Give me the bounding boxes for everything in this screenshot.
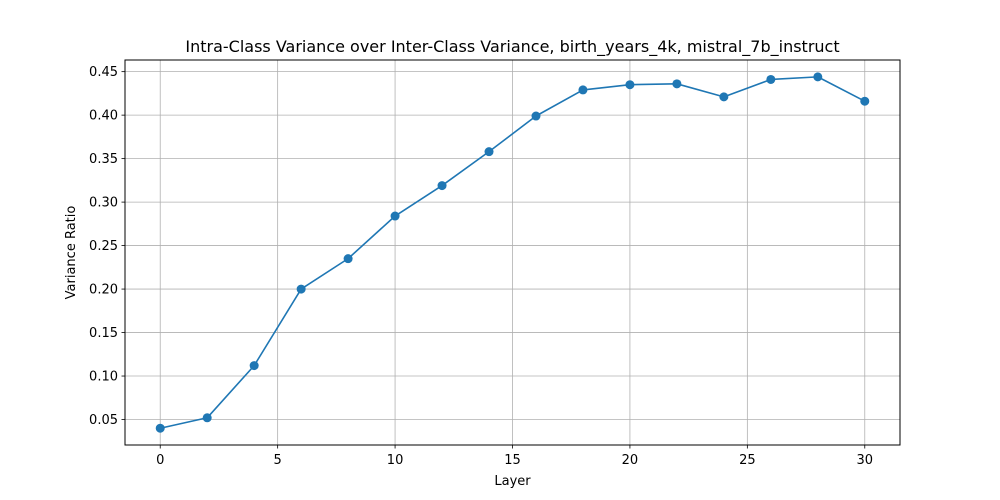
series-line: [160, 76, 866, 430]
data-point: [296, 284, 306, 294]
data-point: [249, 361, 259, 371]
data-point: [672, 79, 682, 89]
x-axis-label: Layer: [494, 474, 531, 489]
data-point: [813, 72, 823, 82]
y-tick-label: 0.15: [89, 326, 118, 341]
y-axis-label: Variance Ratio: [64, 206, 79, 300]
y-tick-label: 0.10: [89, 370, 118, 385]
data-point: [390, 211, 400, 221]
data-point: [343, 254, 353, 264]
grid: [125, 60, 900, 445]
x-tick-label: 15: [504, 453, 521, 468]
axis-ticks: 0 5 10 15 20 25 30 0.05 0.10 0.15 0.20 0.25 0.30 0.35…: [89, 65, 873, 468]
x-tick-label: 20: [622, 453, 639, 468]
data-point: [860, 96, 870, 106]
data-point: [155, 423, 165, 433]
x-tick-label: 5: [274, 453, 282, 468]
data-point: [437, 181, 447, 191]
y-tick-label: 0.40: [89, 109, 118, 124]
x-tick-label: 10: [387, 453, 404, 468]
y-tick-label: 0.05: [89, 413, 118, 428]
chart-title: Intra-Class Variance over Inter-Class Va…: [185, 37, 839, 57]
y-tick-label: 0.20: [89, 283, 118, 298]
data-point: [578, 85, 588, 95]
series-layer: [155, 72, 870, 433]
data-point: [719, 92, 729, 102]
y-tick-label: 0.25: [89, 239, 118, 254]
data-point: [484, 147, 494, 157]
x-tick-label: 30: [856, 453, 873, 468]
x-tick-label: 0: [156, 453, 164, 468]
data-point: [625, 80, 635, 90]
y-tick-label: 0.45: [89, 65, 118, 80]
x-tick-label: 25: [739, 453, 756, 468]
data-point: [766, 74, 776, 84]
data-point: [531, 111, 541, 121]
y-tick-label: 0.35: [89, 152, 118, 167]
y-tick-label: 0.30: [89, 196, 118, 211]
data-point: [202, 413, 212, 423]
